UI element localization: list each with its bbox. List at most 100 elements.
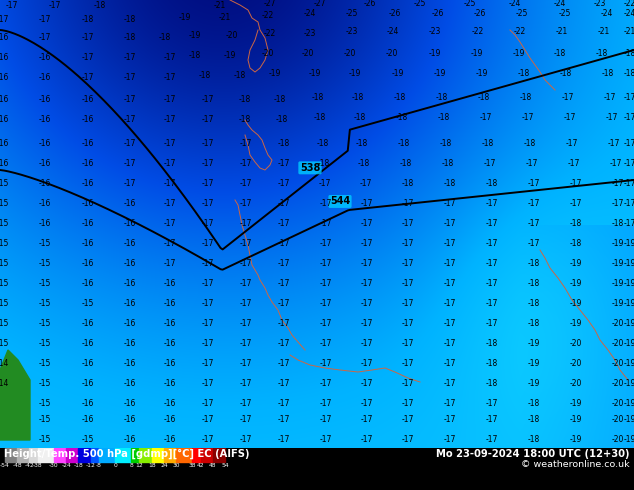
Text: Mo 23-09-2024 18:00 UTC (12+30): Mo 23-09-2024 18:00 UTC (12+30)	[436, 449, 630, 459]
Text: -17: -17	[402, 318, 414, 327]
Text: -17: -17	[361, 398, 373, 408]
Text: -18: -18	[482, 139, 494, 147]
Text: -18: -18	[402, 178, 414, 188]
Text: -17: -17	[164, 239, 176, 247]
Text: -22: -22	[624, 0, 634, 7]
Bar	[66, 448, 79, 462]
Text: -19: -19	[570, 278, 582, 288]
Text: -17: -17	[164, 259, 176, 268]
Text: -17: -17	[444, 198, 456, 207]
Text: -17: -17	[82, 74, 94, 82]
Text: -17: -17	[320, 198, 332, 207]
Text: 48: 48	[209, 463, 217, 468]
Text: -18: -18	[528, 318, 540, 327]
Text: -16: -16	[164, 378, 176, 388]
Text: -18: -18	[400, 158, 412, 168]
Text: -17: -17	[624, 114, 634, 122]
Text: -16: -16	[82, 339, 94, 347]
Text: -19: -19	[624, 378, 634, 388]
Text: -15: -15	[39, 259, 51, 268]
Text: -18: -18	[396, 114, 408, 122]
Text: -23: -23	[429, 27, 441, 36]
Text: -17: -17	[624, 94, 634, 102]
Text: -19: -19	[269, 70, 281, 78]
Text: -18: -18	[276, 115, 288, 123]
Text: -15: -15	[0, 278, 9, 288]
Text: -19: -19	[179, 14, 191, 23]
Text: -17: -17	[612, 178, 624, 188]
Text: -17: -17	[402, 436, 414, 444]
Text: -17: -17	[320, 378, 332, 388]
Text: -15: -15	[39, 239, 51, 247]
Text: -17: -17	[562, 94, 574, 102]
Text: -17: -17	[486, 298, 498, 308]
Text: -17: -17	[124, 116, 136, 124]
Text: -16: -16	[82, 116, 94, 124]
Text: -17: -17	[604, 94, 616, 102]
Text: -15: -15	[39, 318, 51, 327]
Text: -17: -17	[528, 219, 540, 227]
Text: -17: -17	[82, 53, 94, 63]
Text: -16: -16	[39, 219, 51, 227]
Text: -15: -15	[39, 298, 51, 308]
Text: -18: -18	[312, 94, 324, 102]
Text: -15: -15	[39, 359, 51, 368]
Text: -18: -18	[524, 139, 536, 147]
Text: -17: -17	[568, 158, 580, 168]
Text: -17: -17	[361, 359, 373, 368]
Text: -26: -26	[474, 8, 486, 18]
Text: -17: -17	[164, 116, 176, 124]
Text: -17: -17	[444, 239, 456, 247]
Text: -18: -18	[159, 32, 171, 42]
Text: -20: -20	[612, 339, 624, 347]
Bar	[139, 448, 152, 462]
Bar	[192, 448, 200, 462]
Text: -16: -16	[0, 116, 9, 124]
Text: -17: -17	[202, 239, 214, 247]
Text: 0: 0	[113, 463, 117, 468]
Text: -19: -19	[570, 298, 582, 308]
Text: -17: -17	[320, 259, 332, 268]
Text: -25: -25	[414, 0, 426, 7]
Text: -17: -17	[624, 158, 634, 168]
Text: -19: -19	[624, 318, 634, 327]
Text: -17: -17	[320, 398, 332, 408]
Text: -17: -17	[278, 378, 290, 388]
Text: -17: -17	[202, 139, 214, 147]
Text: -17: -17	[361, 318, 373, 327]
Text: -17: -17	[486, 259, 498, 268]
Text: -17: -17	[240, 416, 252, 424]
Text: -18: -18	[354, 114, 366, 122]
Text: -17: -17	[320, 436, 332, 444]
Text: -24: -24	[387, 27, 399, 36]
Text: -17: -17	[82, 33, 94, 43]
Text: -17: -17	[486, 436, 498, 444]
Text: -17: -17	[320, 298, 332, 308]
Text: -17: -17	[240, 158, 252, 168]
Text: -15: -15	[39, 436, 51, 444]
Text: -17: -17	[278, 359, 290, 368]
Text: -19: -19	[392, 69, 404, 77]
Text: -16: -16	[124, 239, 136, 247]
Text: -17: -17	[49, 0, 61, 9]
Text: -17: -17	[240, 359, 252, 368]
Text: -17: -17	[202, 339, 214, 347]
Text: -16: -16	[124, 436, 136, 444]
Text: -27: -27	[264, 0, 276, 7]
Text: -19: -19	[612, 259, 624, 268]
Text: 538: 538	[300, 163, 320, 173]
Text: -17: -17	[202, 198, 214, 207]
Text: -18: -18	[440, 139, 452, 147]
Text: -16: -16	[82, 96, 94, 104]
Text: -48: -48	[13, 463, 22, 468]
Bar	[17, 448, 29, 462]
Text: -16: -16	[82, 139, 94, 147]
Text: -17: -17	[202, 398, 214, 408]
Text: -17: -17	[402, 259, 414, 268]
Text: -19: -19	[570, 318, 582, 327]
Text: -16: -16	[0, 139, 9, 147]
Text: -16: -16	[124, 219, 136, 227]
Bar	[79, 448, 91, 462]
Text: -18: -18	[74, 463, 83, 468]
Text: -17: -17	[164, 139, 176, 147]
